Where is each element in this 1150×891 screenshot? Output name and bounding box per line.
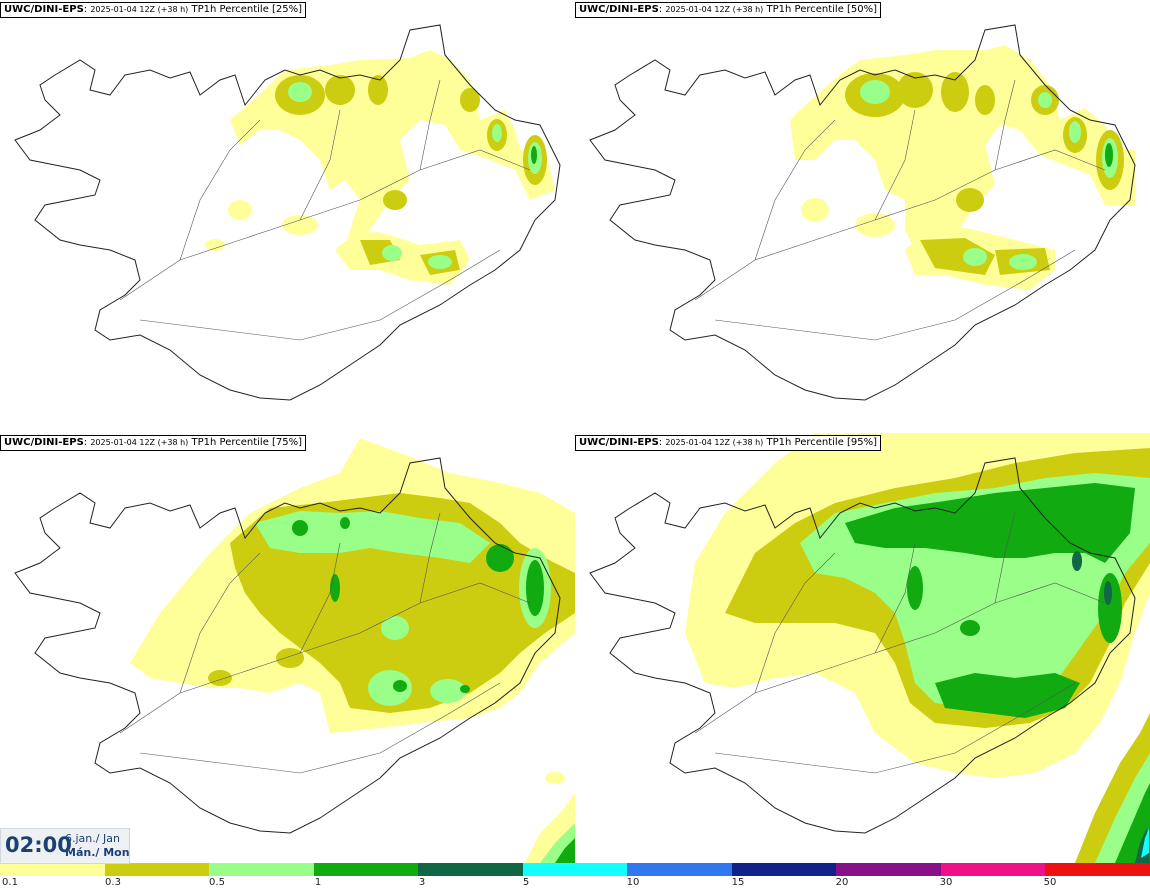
legend-swatch [0, 863, 105, 876]
road-lines [119, 512, 531, 774]
map-panel-95: UWC/DINI-EPS: 2025-01-04 12Z (+38 h) TP1… [575, 433, 1150, 863]
iceland-coastline [589, 24, 1136, 401]
precip-contours [130, 438, 575, 863]
legend-tick: 50 [1043, 877, 1057, 888]
precip-map-95 [589, 433, 1150, 863]
run-stamp: 2025-01-04 12Z (+38 h) [665, 5, 764, 14]
valid-time: 02:00 [5, 833, 72, 857]
iceland-coastline [589, 457, 1136, 834]
road-lines [694, 512, 1106, 774]
legend-tick: 0.3 [105, 877, 121, 888]
legend-swatch [627, 863, 732, 876]
map-panel-75: UWC/DINI-EPS: 2025-01-04 12Z (+38 h) TP1… [0, 433, 575, 863]
legend-swatch [836, 863, 941, 876]
road-lines [694, 79, 1106, 341]
iceland-coastline [14, 24, 561, 401]
legend-swatch [731, 863, 837, 876]
valid-date: 6.jan./ Jan [65, 832, 120, 845]
model-name: UWC/DINI-EPS [579, 4, 659, 15]
panel-title: UWC/DINI-EPS: 2025-01-04 12Z (+38 h) TP1… [0, 2, 307, 18]
model-name: UWC/DINI-EPS [579, 437, 659, 448]
panel-title: UWC/DINI-EPS: 2025-01-04 12Z (+38 h) TP1… [0, 435, 307, 451]
run-stamp: 2025-01-04 12Z (+38 h) [665, 438, 764, 447]
legend-swatch [313, 863, 419, 876]
model-name: UWC/DINI-EPS [4, 4, 84, 15]
precip-map-25 [14, 24, 561, 401]
precip-colorbar [0, 863, 1150, 876]
legend-swatch [104, 863, 210, 876]
legend-tick: 0.5 [209, 877, 225, 888]
legend-tick: 20 [835, 877, 849, 888]
model-name: UWC/DINI-EPS [4, 437, 84, 448]
legend-swatch [1045, 863, 1150, 876]
field-name: TP1h Percentile [95%] [766, 437, 878, 448]
valid-weekday: Mán./ Mon [65, 846, 130, 859]
legend-tick: 5 [522, 877, 530, 888]
precip-contours [685, 433, 1150, 863]
road-lines [119, 79, 531, 341]
run-stamp: 2025-01-04 12Z (+38 h) [90, 438, 189, 447]
legend-tick: 10 [626, 877, 640, 888]
precip-map-50 [589, 24, 1136, 401]
legend-tick: 30 [939, 877, 953, 888]
iceland-coastline [14, 457, 561, 834]
panel-title: UWC/DINI-EPS: 2025-01-04 12Z (+38 h) TP1… [575, 435, 882, 451]
precip-contours [205, 50, 555, 285]
legend-tick: 3 [418, 877, 426, 888]
precip-map-75 [14, 438, 575, 863]
legend-tick: 1 [314, 877, 322, 888]
legend-swatch [209, 863, 314, 876]
run-stamp: 2025-01-04 12Z (+38 h) [90, 5, 189, 14]
map-panel-50: UWC/DINI-EPS: 2025-01-04 12Z (+38 h) TP1… [575, 0, 1150, 430]
legend-swatch [418, 863, 523, 876]
map-panel-25: UWC/DINI-EPS: 2025-01-04 12Z (+38 h) TP1… [0, 0, 575, 430]
panel-title: UWC/DINI-EPS: 2025-01-04 12Z (+38 h) TP1… [575, 2, 882, 18]
legend-tick: 0.1 [2, 877, 18, 888]
legend-swatch [522, 863, 628, 876]
colorbar-ticks: 0.1 0.3 0.5 1 3 5 10 15 20 30 50 [0, 876, 1150, 890]
field-name: TP1h Percentile [25%] [191, 4, 303, 15]
legend-tick: 15 [731, 877, 745, 888]
valid-time-box: 02:00 6.jan./ Jan Mán./ Mon [0, 828, 130, 864]
legend-swatch [940, 863, 1046, 876]
field-name: TP1h Percentile [75%] [191, 437, 303, 448]
precip-contours [790, 45, 1135, 290]
field-name: TP1h Percentile [50%] [766, 4, 878, 15]
